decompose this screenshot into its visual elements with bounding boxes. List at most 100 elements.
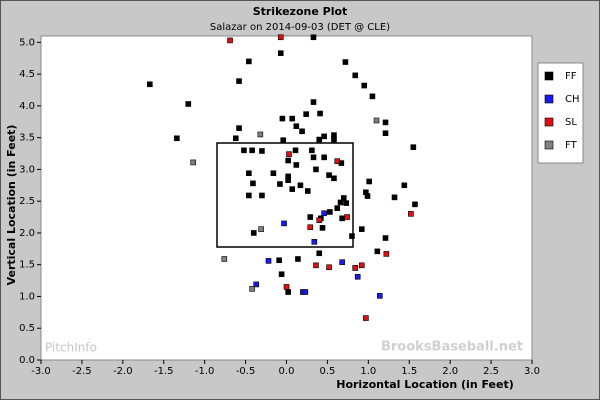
point — [295, 256, 301, 262]
point — [221, 256, 228, 262]
point — [326, 264, 332, 271]
point — [270, 170, 277, 177]
chart-title: Strikezone Plot — [253, 5, 348, 18]
watermark: BrooksBaseball.net — [381, 340, 523, 355]
point — [249, 286, 255, 292]
point — [283, 284, 290, 290]
point — [174, 135, 180, 142]
point — [376, 293, 383, 299]
y-tick-label: 2.5 — [19, 196, 35, 207]
point — [358, 226, 365, 232]
legend-label: CH — [565, 94, 580, 105]
point — [307, 214, 314, 220]
point — [354, 273, 361, 280]
point — [311, 239, 318, 245]
point — [232, 135, 239, 142]
point — [250, 230, 257, 236]
y-tick-label: 4.0 — [19, 101, 35, 112]
point — [246, 58, 252, 65]
legend-swatch — [544, 71, 554, 81]
strike-zone — [216, 142, 354, 248]
point — [343, 200, 350, 206]
point — [280, 137, 287, 143]
point — [383, 251, 390, 257]
point — [307, 224, 314, 231]
point — [292, 147, 299, 154]
y-tick-label: 1.0 — [19, 291, 35, 302]
point — [236, 78, 242, 84]
point — [304, 188, 311, 194]
point — [285, 289, 291, 295]
point — [349, 233, 355, 239]
point — [412, 201, 418, 208]
x-tick-label: -1.0 — [195, 366, 215, 377]
x-tick-label: 0.0 — [279, 366, 295, 377]
point — [342, 59, 349, 65]
point — [352, 265, 359, 271]
point — [339, 215, 345, 222]
point — [410, 144, 417, 150]
point — [277, 50, 284, 56]
point — [257, 131, 264, 138]
point — [259, 192, 265, 199]
legend-label: SL — [565, 117, 577, 128]
point — [382, 130, 389, 136]
point — [236, 125, 242, 131]
point — [278, 271, 285, 278]
point — [374, 248, 381, 255]
point — [326, 172, 332, 178]
legend-swatch — [544, 117, 554, 127]
point — [391, 194, 398, 201]
point — [246, 192, 252, 199]
point — [331, 175, 337, 182]
point — [313, 166, 319, 173]
point — [339, 259, 345, 265]
point — [277, 181, 283, 187]
point — [286, 151, 292, 157]
point — [364, 193, 371, 199]
x-tick-label: -2.5 — [72, 366, 92, 377]
legend-label: FF — [565, 71, 577, 82]
x-tick-label: -1.5 — [154, 366, 174, 377]
point — [316, 217, 323, 224]
point — [185, 101, 192, 107]
point — [316, 250, 323, 257]
x-tick-label: 1.5 — [401, 366, 417, 377]
point — [241, 147, 247, 154]
point — [299, 128, 305, 135]
legend-swatch — [544, 94, 554, 104]
point — [289, 186, 296, 192]
point — [401, 182, 408, 189]
x-tick-label: 2.0 — [442, 366, 458, 377]
point — [373, 117, 380, 124]
point — [289, 115, 296, 122]
y-tick-label: 2.0 — [19, 228, 35, 239]
point — [363, 315, 369, 321]
point — [334, 205, 341, 211]
point — [227, 37, 233, 44]
point — [369, 93, 376, 100]
point — [321, 154, 327, 161]
y-tick-label: 4.5 — [19, 69, 35, 80]
legend-swatch — [544, 140, 554, 150]
point — [319, 225, 326, 231]
point — [250, 180, 256, 187]
y-tick-label: 1.5 — [19, 260, 35, 271]
point — [277, 34, 284, 41]
y-tick-label: 3.0 — [19, 164, 35, 175]
point — [302, 289, 309, 295]
point — [382, 235, 389, 241]
x-axis-label: Horizontal Location (in Feet) — [336, 378, 514, 391]
y-tick-label: 3.5 — [19, 133, 35, 144]
point — [382, 119, 389, 126]
point — [321, 210, 327, 217]
y-tick-label: 0.0 — [19, 355, 35, 366]
x-tick-label: -2.0 — [113, 366, 133, 377]
point — [276, 257, 282, 264]
point — [366, 178, 372, 185]
x-tick-label: 2.5 — [483, 366, 499, 377]
y-axis-label: Vertical Location (in Feet) — [5, 125, 18, 286]
x-tick-label: -3.0 — [31, 366, 51, 377]
point — [259, 148, 265, 154]
